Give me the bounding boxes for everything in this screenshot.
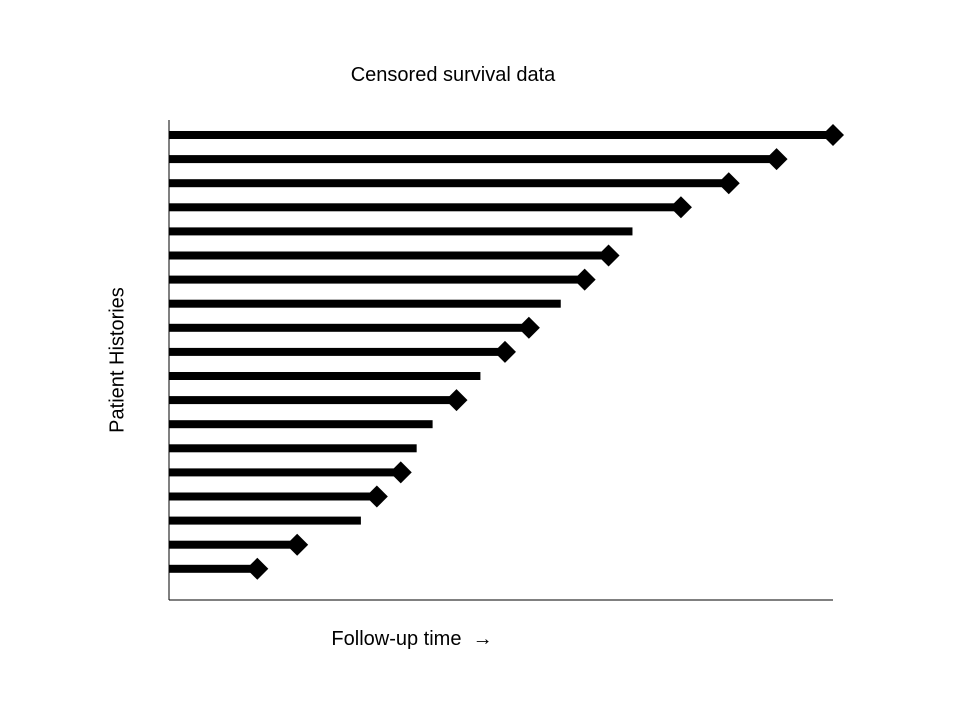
patient-history-bar (169, 516, 361, 525)
event-markers (246, 124, 844, 580)
patient-history-bar (169, 396, 457, 405)
patient-history-bar (169, 420, 433, 429)
event-diamond-marker (286, 533, 309, 556)
patient-history-bar (169, 564, 258, 573)
patient-history-bar (169, 179, 729, 188)
patient-history-bar (169, 492, 377, 501)
event-diamond-marker (493, 340, 516, 363)
chart-title: Censored survival data (350, 64, 556, 86)
x-axis-label-text: Follow-up time (331, 628, 462, 650)
event-diamond-marker (517, 316, 540, 339)
patient-history-bar (169, 275, 585, 284)
event-diamond-marker (597, 244, 620, 267)
event-diamond-marker (365, 485, 388, 508)
event-diamond-marker (717, 172, 740, 195)
event-diamond-marker (669, 196, 692, 219)
patient-history-bar (169, 444, 417, 453)
event-diamond-marker (822, 124, 844, 146)
event-diamond-marker (389, 461, 412, 484)
patient-history-bar (169, 468, 401, 477)
event-diamond-marker (765, 148, 788, 171)
patient-history-bar (169, 323, 529, 332)
patient-history-bar (169, 540, 298, 549)
patient-history-bar (169, 155, 777, 164)
x-axis-label: Follow-up time → (0, 628, 824, 651)
patient-history-bar (169, 299, 561, 308)
right-arrow-icon: → (472, 628, 493, 650)
patient-history-bar (169, 372, 481, 380)
patient-history-bar (169, 227, 633, 236)
patient-history-bar (169, 251, 609, 260)
patient-history-bar (169, 131, 833, 139)
patient-history-bar (169, 203, 681, 212)
chart-axes (168, 120, 833, 601)
event-diamond-marker (573, 268, 596, 291)
event-diamond-marker (445, 389, 468, 412)
patient-history-lines (169, 131, 833, 573)
event-diamond-marker (246, 557, 269, 580)
patient-history-bar (169, 347, 505, 356)
